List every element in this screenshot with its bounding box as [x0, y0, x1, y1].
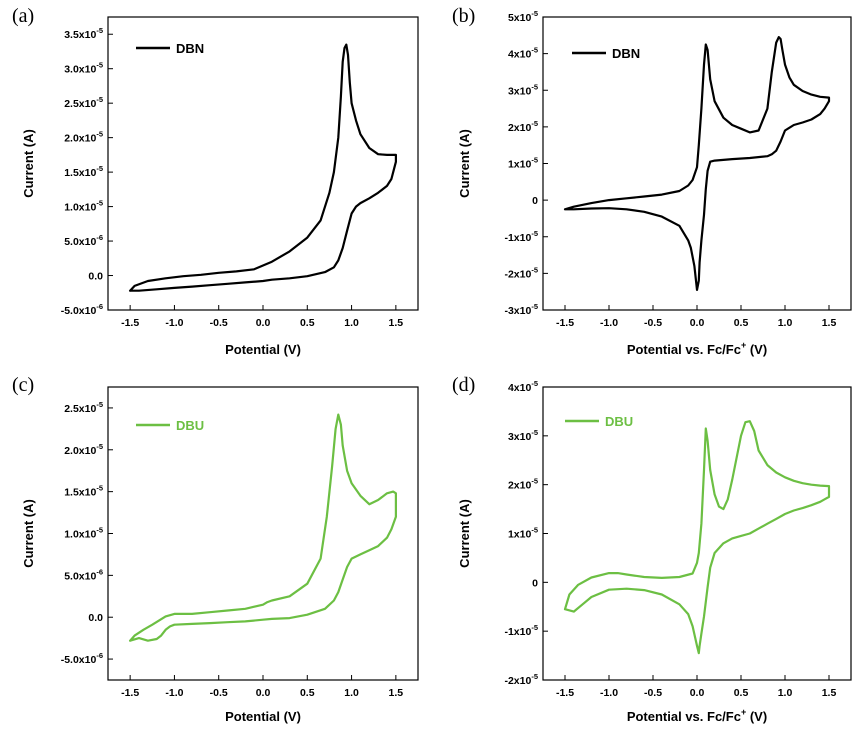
- x-tick-label: -1.5: [121, 317, 139, 329]
- y-axis-label: Current (A): [457, 499, 472, 568]
- y-tick-label: 0.0: [88, 271, 103, 283]
- x-tick-label: 1.0: [778, 687, 793, 699]
- x-tick-label: -1.5: [556, 687, 574, 699]
- x-tick-label: 0.0: [690, 317, 705, 329]
- y-tick-label: 1.0x10-5: [64, 526, 103, 541]
- x-tick-label: 0.5: [300, 317, 315, 329]
- x-tick-label: -0.5: [644, 317, 662, 329]
- y-tick-label: 3x10-5: [508, 428, 538, 443]
- y-tick-label: 4x10-5: [508, 379, 538, 394]
- y-tick-label: -1x10-5: [504, 623, 538, 638]
- x-tick-label: -1.5: [121, 687, 139, 699]
- x-axis-label: Potential vs. Fc/Fc+ (V): [627, 707, 767, 724]
- y-tick-label: 2x10-5: [508, 477, 538, 492]
- y-tick-label: -5.0x10-6: [61, 651, 103, 666]
- x-axis-label: Potential (V): [225, 342, 301, 357]
- y-tick-label: 2x10-5: [508, 119, 538, 134]
- y-tick-label: 2.5x10-5: [64, 95, 103, 110]
- x-tick-label: -1.0: [600, 687, 618, 699]
- x-tick-label: -0.5: [644, 687, 662, 699]
- y-tick-label: 1x10-5: [508, 156, 538, 171]
- x-tick-label: 0.0: [256, 687, 271, 699]
- y-tick-label: 5.0x10-6: [64, 567, 103, 582]
- x-tick-label: -1.0: [600, 317, 618, 329]
- y-tick-label: 3.5x10-5: [64, 26, 103, 41]
- x-tick-label: 0.5: [300, 687, 315, 699]
- x-tick-label: -1.5: [556, 317, 574, 329]
- x-tick-label: 1.5: [822, 317, 837, 329]
- plot-frame: [542, 386, 852, 681]
- series-line-dbn: [563, 35, 831, 291]
- x-tick-label: 0.0: [256, 317, 271, 329]
- x-tick-label: 0.0: [690, 687, 705, 699]
- legend-label: DBN: [176, 41, 204, 56]
- chart-panel-b: (b) -1.5 -1.0 -0.5 0.0 0.5 1.0 1.5 -3x10-5 -2x10-…: [452, 5, 852, 357]
- x-tick-label: 1.0: [344, 687, 359, 699]
- chart-panel-c: (c) -1.5 -1.0 -0.5 0.0 0.5 1.0 1.5 -5.0x10-6 0.0 5…: [12, 374, 419, 724]
- chart-panel-a: (a) -1.5 -1.0 -0.5 0.0 0.5 1.0 1.5 -5.0x10-6 0.0 5…: [12, 5, 419, 357]
- y-tick-label: 2.0x10-5: [64, 442, 103, 457]
- panel-tag: (a): [12, 5, 34, 27]
- series-line-dbu: [563, 420, 831, 655]
- x-tick-label: -1.0: [165, 317, 183, 329]
- y-axis-label: Current (A): [457, 129, 472, 198]
- x-tick-label: 0.5: [734, 687, 749, 699]
- y-tick-label: 0: [532, 577, 538, 589]
- panel-tag: (d): [452, 374, 475, 396]
- panel-tag: (c): [12, 374, 34, 396]
- legend-label: DBN: [612, 46, 640, 61]
- y-tick-label: 1.5x10-5: [64, 164, 103, 179]
- y-tick-label: -2x10-5: [504, 265, 538, 280]
- y-tick-label: 1.0x10-5: [64, 199, 103, 214]
- x-tick-label: 1.5: [822, 687, 837, 699]
- y-tick-label: 1.5x10-5: [64, 484, 103, 499]
- y-tick-label: 3.0x10-5: [64, 61, 103, 76]
- x-axis-label: Potential vs. Fc/Fc+ (V): [627, 340, 767, 357]
- y-tick-label: 0: [532, 195, 538, 207]
- y-tick-label: 2.0x10-5: [64, 130, 103, 145]
- y-tick-label: 3x10-5: [508, 82, 538, 97]
- x-tick-label: 0.5: [734, 317, 749, 329]
- y-tick-label: -1x10-5: [504, 229, 538, 244]
- y-tick-label: -2x10-5: [504, 672, 538, 687]
- y-axis-label: Current (A): [21, 129, 36, 198]
- y-tick-label: 2.5x10-5: [64, 400, 103, 415]
- y-tick-label: 4x10-5: [508, 46, 538, 61]
- series-line-dbn: [129, 43, 397, 292]
- x-tick-label: 1.0: [778, 317, 793, 329]
- x-tick-label: 1.0: [344, 317, 359, 329]
- x-tick-label: 1.5: [389, 317, 404, 329]
- x-tick-label: -1.0: [165, 687, 183, 699]
- series-line-dbu: [129, 413, 397, 642]
- y-tick-label: 0.0: [88, 612, 103, 624]
- y-tick-label: 5.0x10-6: [64, 233, 103, 248]
- x-axis-label: Potential (V): [225, 709, 301, 724]
- x-tick-label: 1.5: [389, 687, 404, 699]
- legend-label: DBU: [605, 414, 633, 429]
- legend-label: DBU: [176, 418, 204, 433]
- y-tick-label: -3x10-5: [504, 302, 538, 317]
- x-tick-label: -0.5: [210, 317, 228, 329]
- y-axis-label: Current (A): [21, 499, 36, 568]
- chart-panel-d: (d) -1.5 -1.0 -0.5 0.0 0.5 1.0 1.5 -2x10-5 -1x10-…: [452, 374, 852, 724]
- panel-tag: (b): [452, 5, 475, 27]
- plot-frame: [107, 386, 419, 681]
- y-tick-label: 1x10-5: [508, 526, 538, 541]
- x-tick-label: -0.5: [210, 687, 228, 699]
- y-tick-label: -5.0x10-6: [61, 302, 103, 317]
- y-tick-label: 5x10-5: [508, 9, 538, 24]
